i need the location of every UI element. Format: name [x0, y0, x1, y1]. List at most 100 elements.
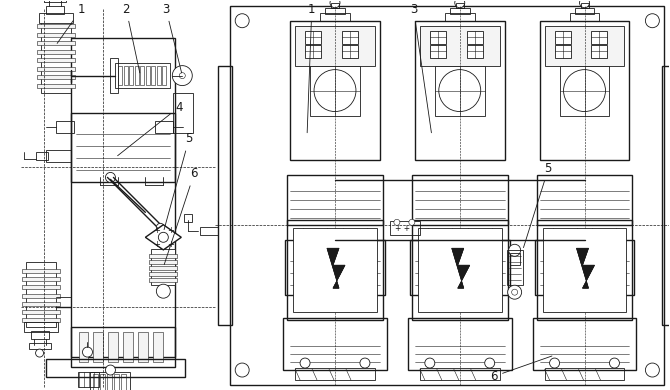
Bar [543, 228, 626, 312]
Bar [507, 250, 523, 285]
Bar [56, 121, 74, 133]
Bar [25, 262, 56, 327]
Bar [70, 38, 176, 357]
Bar [155, 121, 174, 133]
Bar [580, 3, 588, 8]
Bar [139, 332, 148, 362]
Bar [46, 359, 186, 377]
Bar [21, 302, 60, 306]
Polygon shape [576, 248, 594, 288]
Bar [149, 254, 178, 258]
Bar [310, 66, 360, 115]
Bar [37, 75, 74, 79]
Bar [37, 83, 74, 88]
Bar [430, 45, 446, 58]
Circle shape [156, 284, 170, 298]
Bar [287, 220, 383, 320]
Bar [545, 368, 624, 380]
Bar [39, 13, 72, 23]
Bar [37, 24, 74, 28]
Bar [575, 8, 594, 14]
Text: 4: 4 [118, 101, 183, 156]
Bar [295, 368, 375, 380]
Bar [218, 66, 232, 325]
Bar [149, 266, 178, 270]
Bar [410, 240, 510, 295]
Bar [29, 343, 50, 349]
Circle shape [105, 365, 115, 375]
Bar [290, 21, 380, 160]
Bar [412, 220, 508, 320]
Bar [570, 13, 600, 21]
Bar [157, 66, 161, 85]
Bar [533, 318, 636, 370]
Bar [78, 332, 88, 362]
Bar [420, 26, 500, 66]
Bar [46, 151, 70, 163]
Circle shape [180, 73, 186, 79]
Bar [21, 310, 60, 314]
Circle shape [425, 358, 435, 368]
Bar [342, 31, 358, 44]
Polygon shape [327, 248, 345, 288]
Bar [37, 33, 74, 37]
Bar [435, 66, 484, 115]
Bar [129, 66, 133, 85]
Circle shape [563, 70, 606, 112]
Bar [331, 3, 339, 8]
Bar [123, 332, 133, 362]
Circle shape [439, 70, 480, 112]
Text: 6: 6 [490, 356, 552, 383]
Bar [283, 318, 387, 370]
Bar [149, 260, 178, 264]
Bar [592, 31, 608, 44]
Bar [107, 374, 113, 390]
Bar [200, 227, 218, 235]
Circle shape [645, 363, 659, 377]
Circle shape [512, 289, 518, 295]
Bar [135, 66, 139, 85]
Bar [230, 6, 665, 385]
Polygon shape [452, 248, 470, 288]
Bar [467, 31, 482, 44]
Bar [151, 249, 176, 285]
Bar [46, 6, 64, 14]
Bar [153, 332, 163, 362]
Bar [124, 66, 128, 85]
Circle shape [36, 349, 44, 357]
Circle shape [509, 244, 521, 256]
Circle shape [159, 241, 168, 249]
Bar [70, 327, 176, 367]
Bar [412, 176, 508, 225]
Text: 1: 1 [57, 3, 85, 43]
Text: +: + [153, 226, 159, 235]
Bar [305, 45, 321, 58]
Circle shape [235, 363, 249, 377]
Bar [295, 26, 375, 66]
Circle shape [580, 0, 590, 8]
Circle shape [158, 232, 168, 242]
Bar [21, 318, 60, 322]
Bar [535, 240, 634, 295]
Circle shape [360, 358, 370, 368]
Polygon shape [452, 248, 470, 288]
Bar [325, 8, 345, 14]
Bar [162, 66, 166, 85]
Bar [390, 222, 420, 235]
Bar [510, 253, 520, 265]
Text: 5: 5 [523, 162, 552, 248]
Bar [21, 285, 60, 289]
Text: 2: 2 [123, 3, 140, 73]
Bar [109, 332, 119, 362]
Bar [37, 67, 74, 71]
Bar [415, 21, 505, 160]
Bar [420, 368, 500, 380]
Bar [37, 50, 74, 54]
Circle shape [409, 219, 415, 225]
Circle shape [314, 70, 356, 112]
Bar [141, 66, 144, 85]
Bar [146, 66, 150, 85]
Bar [94, 332, 103, 362]
Bar [537, 176, 632, 225]
Bar [539, 21, 629, 160]
